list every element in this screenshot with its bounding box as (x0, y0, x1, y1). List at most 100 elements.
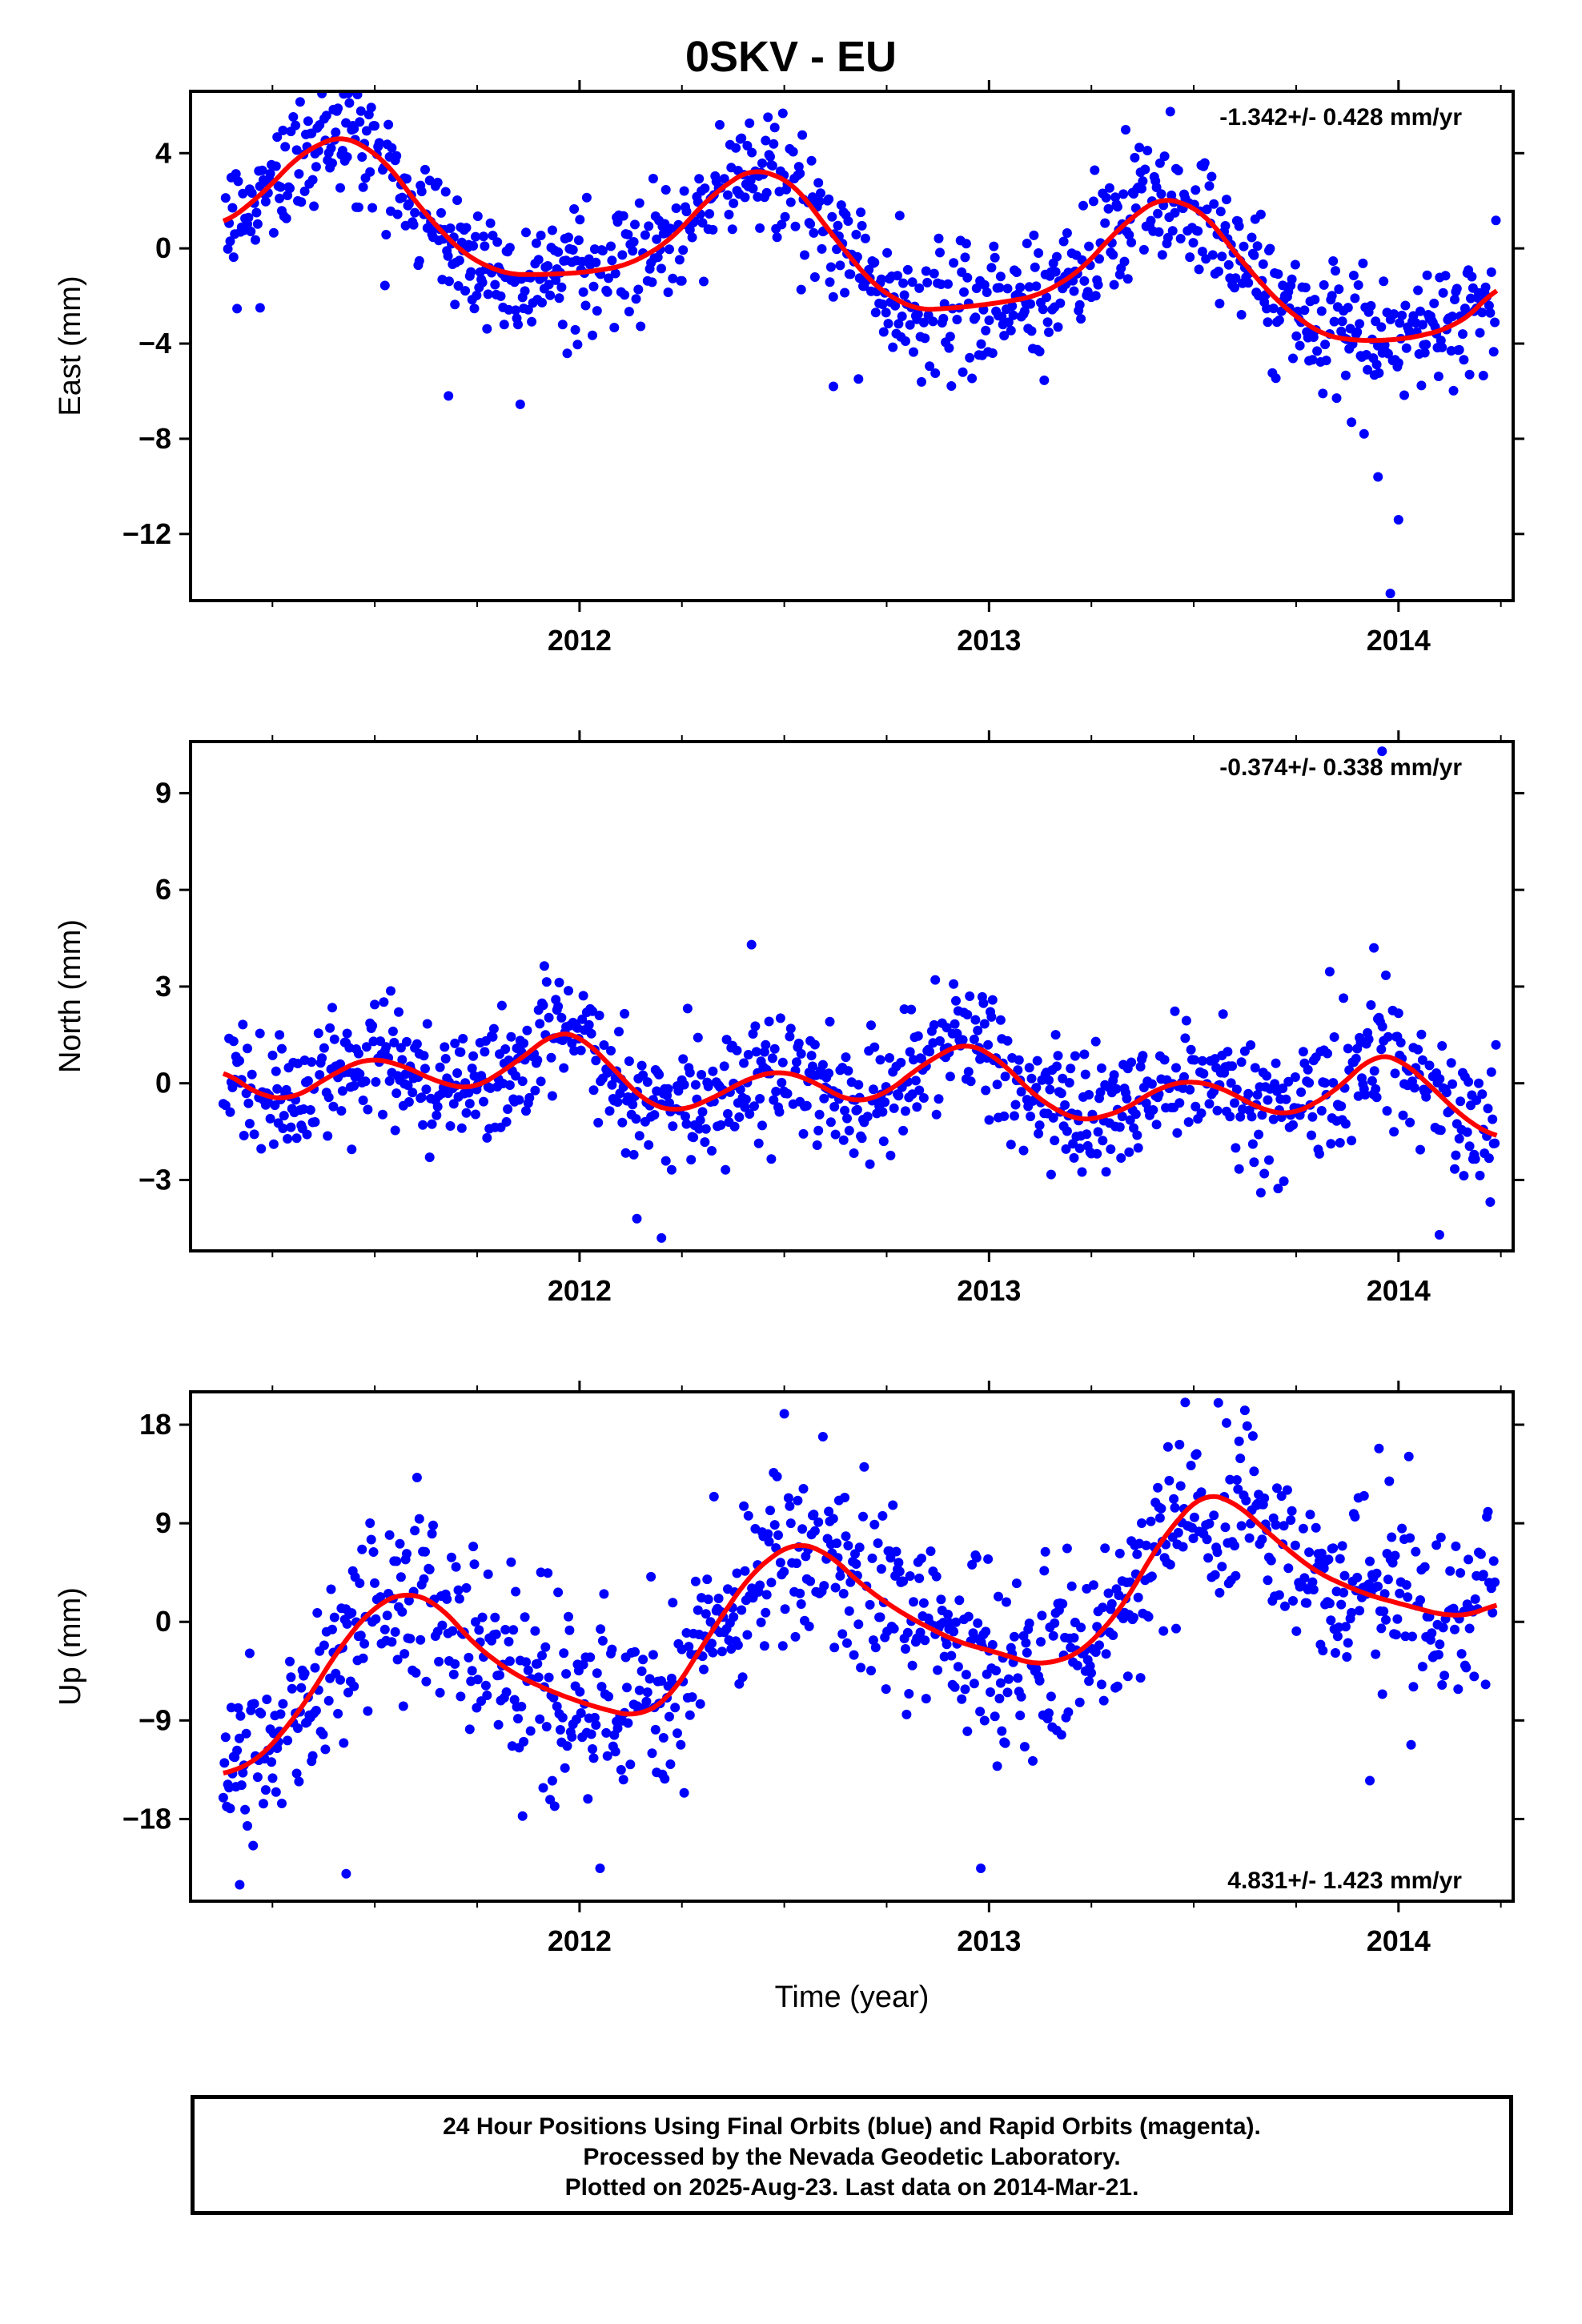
data-point (875, 1055, 885, 1065)
data-point (225, 1107, 235, 1117)
data-point (816, 188, 825, 199)
data-point (1225, 1474, 1235, 1485)
data-point (737, 1605, 747, 1615)
data-point (777, 1077, 787, 1088)
data-point (739, 1501, 749, 1511)
data-point (402, 1036, 412, 1047)
data-point (1230, 283, 1239, 293)
data-point (695, 1699, 705, 1709)
data-point (384, 1076, 395, 1086)
data-point (504, 304, 514, 315)
data-point (620, 290, 630, 300)
data-point (490, 1612, 500, 1622)
data-point (844, 1125, 854, 1136)
trend-line-up (223, 1494, 1498, 1776)
data-point (1490, 1138, 1500, 1148)
data-point (904, 1689, 914, 1699)
data-point (1209, 1510, 1219, 1521)
data-point (749, 1101, 759, 1112)
data-point (901, 1644, 910, 1654)
data-point (523, 304, 533, 315)
data-point (915, 1627, 926, 1638)
data-point (742, 140, 753, 151)
data-point (1371, 1568, 1382, 1578)
data-point (757, 1120, 767, 1131)
data-point (1039, 1566, 1050, 1576)
data-point (748, 183, 758, 194)
data-point (311, 162, 321, 172)
data-point (327, 158, 337, 168)
data-point (317, 1053, 327, 1063)
data-point (499, 320, 509, 330)
data-point (840, 1493, 850, 1502)
data-point (989, 241, 999, 251)
y-tick-label: −18 (122, 1802, 171, 1835)
data-point (285, 1656, 295, 1667)
data-point (674, 255, 685, 265)
data-point (1335, 1138, 1345, 1148)
data-point (1343, 1638, 1353, 1648)
data-point (275, 1030, 285, 1040)
data-point (929, 1019, 939, 1030)
data-point (511, 1071, 521, 1081)
data-point (506, 1557, 516, 1567)
data-point (1052, 251, 1062, 262)
data-point (1456, 1568, 1466, 1578)
data-point (1387, 1532, 1397, 1542)
data-point (695, 1115, 705, 1125)
data-point (501, 1116, 512, 1127)
data-point (541, 1722, 552, 1732)
data-point (247, 1069, 257, 1080)
data-point (1331, 266, 1340, 276)
data-point (445, 1121, 456, 1131)
data-point (1259, 1493, 1270, 1503)
data-point (1207, 250, 1218, 260)
data-point (1126, 1057, 1137, 1068)
data-point (1315, 1148, 1324, 1159)
data-point (1175, 1481, 1186, 1491)
data-point (1103, 1588, 1114, 1598)
data-point (967, 373, 978, 384)
data-point (1447, 1079, 1458, 1089)
data-point (931, 1571, 942, 1582)
data-point (1450, 295, 1460, 304)
data-point (1241, 1495, 1251, 1506)
data-point (628, 246, 638, 256)
data-point (609, 323, 620, 332)
data-point (1320, 1078, 1331, 1088)
data-point (1371, 360, 1382, 370)
data-point (397, 1055, 408, 1065)
data-point (1377, 746, 1387, 757)
data-point (1026, 299, 1036, 309)
data-point (1090, 291, 1101, 301)
data-point (986, 263, 997, 273)
data-point (1483, 1104, 1493, 1114)
data-point (434, 1656, 444, 1667)
data-point (1470, 1594, 1480, 1604)
data-point (1133, 1143, 1143, 1153)
data-point (1050, 267, 1061, 277)
data-point (636, 1666, 647, 1676)
data-point (687, 232, 697, 243)
data-point (421, 1676, 432, 1687)
data-point (753, 1138, 764, 1148)
data-point (1340, 370, 1351, 380)
data-point (729, 1612, 739, 1622)
data-point (877, 1510, 888, 1521)
data-point (780, 211, 790, 222)
data-point (295, 97, 305, 107)
data-point (483, 289, 493, 300)
data-point (1328, 256, 1339, 266)
data-point (1117, 1112, 1127, 1122)
data-point (1435, 336, 1446, 346)
data-point (1467, 271, 1477, 282)
data-point (1459, 355, 1469, 365)
data-point (1400, 1631, 1411, 1642)
data-point (386, 986, 396, 996)
data-point (432, 1110, 442, 1120)
data-point (480, 1047, 490, 1057)
data-point (1408, 1682, 1419, 1692)
data-point (412, 1039, 422, 1049)
data-point (319, 1640, 329, 1651)
